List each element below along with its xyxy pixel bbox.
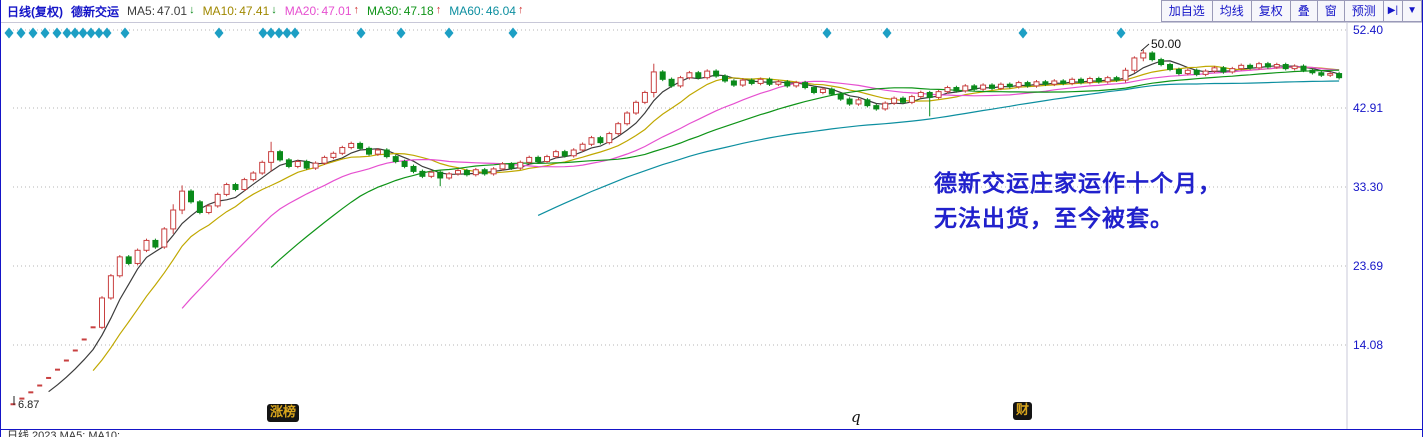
dropdown-button[interactable]: ▼ xyxy=(1402,0,1422,22)
ma20-label: MA20: xyxy=(284,4,320,18)
window-button[interactable]: 窗 xyxy=(1316,0,1344,22)
signal-diamond-icon xyxy=(396,27,406,39)
signal-diamond-icon xyxy=(290,27,300,39)
signal-diamond-icon xyxy=(28,27,38,39)
signal-diamond-icon xyxy=(62,27,72,39)
ma10-value: 47.41 xyxy=(239,4,270,18)
ma-settings-button[interactable]: 均线 xyxy=(1211,0,1251,22)
bottom-strip: 日线 2023 MA5: MA10: xyxy=(1,430,1422,437)
ma20-value: 47.01 xyxy=(321,4,352,18)
signal-diamond-icon xyxy=(444,27,454,39)
ma60-value: 46.04 xyxy=(485,4,516,18)
ma5-trend-arrow-icon: ↓ xyxy=(189,4,195,16)
signal-diamond-icon xyxy=(266,27,276,39)
ma30-trend-arrow-icon: ↑ xyxy=(435,4,442,16)
ma30-label: MA30: xyxy=(367,4,402,18)
stamp-badge: 财 xyxy=(1013,402,1033,420)
signal-diamond-icon xyxy=(1018,27,1028,39)
signal-diamond-icon xyxy=(1116,27,1126,39)
forecast-button[interactable]: 预测 xyxy=(1343,0,1383,22)
signal-diamond-icon xyxy=(120,27,130,39)
ma-item-0: MA5: 47.01 ↓ xyxy=(127,4,195,18)
next-page-button[interactable]: ▶| xyxy=(1382,0,1403,22)
ma-item-1: MA10: 47.41 ↓ xyxy=(203,4,277,18)
chart-header: 日线(复权) 德新交运 MA5: 47.01 ↓ MA10: 47.41 ↓ MA20:… xyxy=(1,0,1422,23)
signal-diamond-icon xyxy=(356,27,366,39)
signal-diamond-icon xyxy=(822,27,832,39)
ma20-trend-arrow-icon: ↑ xyxy=(353,4,360,16)
ma30-value: 47.18 xyxy=(403,4,434,18)
signal-diamond-icon xyxy=(16,27,26,39)
toolbar: 加自选 均线 复权 叠 窗 预测 ▶| ▼ xyxy=(1160,0,1422,22)
stamp-badge: 涨榜 xyxy=(267,404,300,422)
add-watchlist-button[interactable]: 加自选 xyxy=(1160,0,1212,22)
ma30-line xyxy=(270,69,1340,268)
peak-price-label: 50.00 xyxy=(1151,37,1181,51)
price-axis: 52.40 42.91 33.30 23.69 14.08 xyxy=(1349,22,1422,429)
low-annotation: 6.87 xyxy=(13,396,39,411)
ma10-trend-arrow-icon: ↓ xyxy=(271,4,277,16)
y-axis-label: 23.69 xyxy=(1353,258,1384,273)
price-chart-svg[interactable]: 50.00 6.87 xyxy=(1,0,1348,429)
period-label[interactable]: 日线(复权) xyxy=(7,4,63,19)
ma5-value: 47.01 xyxy=(157,4,188,18)
y-axis-label: 14.08 xyxy=(1353,337,1384,352)
signal-diamonds xyxy=(4,27,1126,39)
signal-diamond-icon xyxy=(214,27,224,39)
signal-diamond-icon xyxy=(882,27,892,39)
annotation-line-2: 无法出货，至今被套。 xyxy=(934,205,1174,232)
ma-item-4: MA60: 46.04 ↑ xyxy=(449,4,523,18)
signal-diamond-icon xyxy=(102,27,112,39)
ma60-label: MA60: xyxy=(449,4,484,18)
ma10-label: MA10: xyxy=(202,4,238,18)
signal-diamond-icon xyxy=(274,27,284,39)
ma-item-3: MA30: 47.18 ↑ xyxy=(367,4,441,18)
y-axis-label: 52.40 xyxy=(1353,23,1384,37)
signal-diamond-icon xyxy=(52,27,62,39)
signal-diamond-icon xyxy=(78,27,88,39)
signal-diamond-icon xyxy=(258,27,268,39)
ma60-trend-arrow-icon: ↑ xyxy=(517,4,524,16)
signal-diamond-icon xyxy=(86,27,96,39)
ma-item-2: MA20: 47.01 ↑ xyxy=(285,4,359,18)
annotation-text: 德新交运庄家运作十个月， 无法出货，至今被套。 xyxy=(934,166,1222,236)
ma20-line xyxy=(181,66,1340,309)
annotation-line-1: 德新交运庄家运作十个月， xyxy=(934,170,1222,197)
low-price-label: 6.87 xyxy=(18,399,39,411)
signal-diamond-icon xyxy=(508,27,518,39)
ma5-label: MA5: xyxy=(127,4,156,18)
signal-diamond-icon xyxy=(282,27,292,39)
stock-name[interactable]: 德新交运 xyxy=(71,4,120,19)
stamp-text: q xyxy=(851,408,861,426)
bottom-strip-text: 日线 2023 MA5: MA10: xyxy=(7,430,121,437)
ma60-line xyxy=(537,80,1340,216)
adjust-price-button[interactable]: 复权 xyxy=(1250,0,1290,22)
ma10-line xyxy=(92,65,1340,371)
signal-diamond-icon xyxy=(70,27,80,39)
peak-annotation: 50.00 xyxy=(1140,37,1181,52)
y-axis-label: 33.30 xyxy=(1353,180,1384,194)
gridlines xyxy=(13,22,1348,429)
signal-diamond-icon xyxy=(40,27,50,39)
bottom-separator xyxy=(1,429,1422,430)
overlay-button[interactable]: 叠 xyxy=(1289,0,1317,22)
signal-diamond-icon xyxy=(94,27,104,39)
y-axis-label: 42.91 xyxy=(1353,101,1384,115)
candles xyxy=(10,49,1343,406)
signal-diamond-icon xyxy=(4,27,14,39)
